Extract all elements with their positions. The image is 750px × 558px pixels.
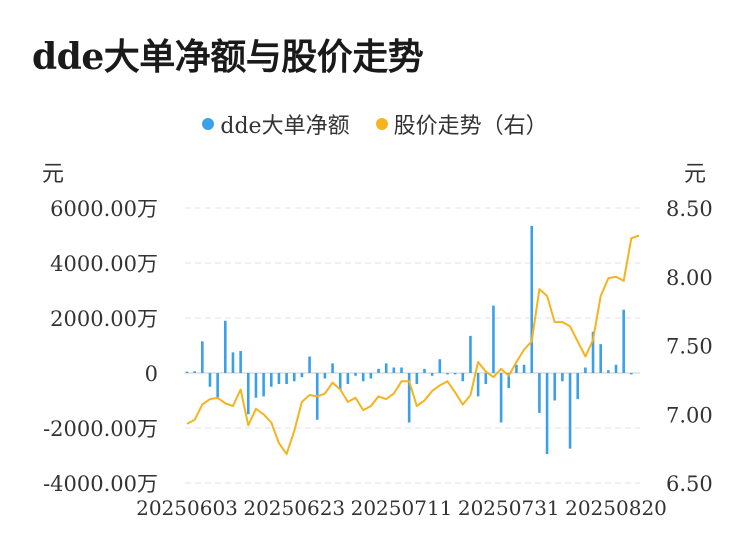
dde-bar-14 — [292, 373, 296, 382]
dde-bar-57 — [622, 309, 625, 373]
dde-bar-26 — [384, 363, 388, 373]
dde-bar-35 — [453, 373, 457, 375]
dde-bar-38 — [476, 373, 480, 397]
left-tick-label-1: 4000.00万 — [50, 252, 158, 276]
dde-bar-58 — [630, 373, 633, 375]
dde-bar-18 — [323, 373, 327, 379]
dde-bar-24 — [369, 373, 373, 379]
dde-bar-52 — [584, 367, 587, 373]
dde-bar-39 — [484, 373, 488, 384]
x-tick-label-2: 20250711 — [351, 496, 453, 520]
dde-bar-10 — [262, 373, 265, 397]
price-series-line — [186, 234, 640, 456]
dde-bar-32 — [430, 373, 434, 376]
dde-bar-6 — [231, 352, 235, 373]
dde-bar-48 — [553, 373, 557, 401]
dde-bar-3 — [208, 373, 212, 387]
x-tick-label-1: 20250623 — [243, 496, 345, 520]
x-tick-label-0: 20250603 — [136, 496, 238, 520]
dde-bar-43 — [515, 364, 518, 373]
dde-bar-31 — [423, 368, 426, 373]
left-axis-unit: 元 — [42, 162, 65, 187]
dde-bar-12 — [277, 373, 281, 384]
legend-dot-price — [375, 118, 388, 130]
legend-item-dde[interactable]: dde大单净额 — [202, 108, 350, 140]
dde-bar-11 — [269, 373, 273, 387]
right-axis: 8.50 8.00 7.50 7.00 6.50 — [666, 197, 713, 496]
dde-bar-44 — [522, 364, 526, 373]
left-tick-label-2: 2000.00万 — [50, 307, 158, 331]
dde-bars — [185, 225, 633, 455]
x-tick-label-4: 20250820 — [565, 496, 667, 520]
legend-label-dde: dde大单净额 — [220, 114, 350, 139]
dde-bar-29 — [407, 373, 411, 423]
dde-bar-30 — [415, 373, 419, 384]
dde-bar-16 — [308, 356, 311, 373]
right-tick-label-2: 7.50 — [666, 335, 713, 359]
left-tick-label-4: -2000.00万 — [43, 417, 158, 441]
dde-bar-25 — [377, 368, 380, 373]
dde-bar-49 — [561, 373, 564, 382]
dde-bar-54 — [599, 344, 602, 373]
dde-bar-2 — [201, 341, 204, 373]
x-tick-label-3: 20250731 — [458, 496, 560, 520]
dde-bar-37 — [469, 335, 472, 373]
dde-bar-15 — [300, 373, 304, 378]
dde-bar-55 — [607, 370, 610, 373]
left-tick-label-0: 6000.00万 — [50, 197, 158, 221]
dde-bar-4 — [216, 373, 219, 400]
dde-bar-27 — [392, 367, 396, 373]
dde-bar-23 — [361, 373, 365, 382]
dde-bar-19 — [331, 363, 334, 373]
dde-bar-13 — [285, 373, 288, 384]
left-tick-label-5: -4000.00万 — [43, 472, 158, 496]
dde-bar-20 — [338, 373, 342, 390]
right-tick-label-1: 8.00 — [666, 266, 713, 290]
right-tick-label-4: 6.50 — [666, 472, 713, 496]
dde-bar-8 — [246, 373, 250, 415]
dde-bar-1 — [193, 371, 196, 373]
left-axis: 6000.00万 4000.00万 2000.00万 0 -2000.00万 -4000.… — [43, 197, 158, 496]
chart-title: dde大单净额与股价走势 — [32, 36, 424, 78]
right-tick-label-3: 7.00 — [666, 403, 713, 427]
legend-dot-dde — [202, 118, 215, 130]
price-line — [186, 234, 640, 456]
dde-bar-42 — [507, 373, 511, 389]
dde-bar-51 — [576, 373, 580, 400]
left-tick-label-3: 0 — [145, 362, 158, 386]
dde-bar-7 — [239, 351, 242, 373]
dde-bar-40 — [492, 305, 495, 373]
legend-item-price[interactable]: 股价走势（右） — [375, 108, 548, 140]
legend: dde大单净额 股价走势（右） — [0, 108, 750, 140]
legend-label-price: 股价走势（右） — [393, 114, 548, 139]
dde-bar-9 — [254, 373, 258, 398]
dde-bar-50 — [568, 373, 572, 449]
dde-bar-45 — [530, 225, 534, 373]
dde-bar-53 — [591, 331, 595, 373]
dde-bar-41 — [499, 373, 503, 423]
dde-bar-34 — [446, 373, 449, 375]
dde-bar-36 — [461, 373, 465, 382]
dde-bar-5 — [224, 320, 227, 373]
grid-lines — [185, 207, 640, 484]
dde-bar-28 — [400, 367, 403, 373]
dde-bar-0 — [185, 371, 189, 373]
dde-bar-47 — [545, 373, 549, 455]
dde-bar-33 — [438, 359, 442, 373]
dde-bar-46 — [538, 373, 541, 413]
dde-bar-56 — [614, 364, 618, 373]
right-tick-label-0: 8.50 — [666, 197, 713, 221]
dde-bar-22 — [354, 373, 357, 376]
right-axis-unit: 元 — [684, 162, 707, 187]
dde-bar-21 — [346, 373, 350, 384]
x-axis: 20250603 20250623 20250711 20250731 20250820 — [136, 496, 667, 520]
